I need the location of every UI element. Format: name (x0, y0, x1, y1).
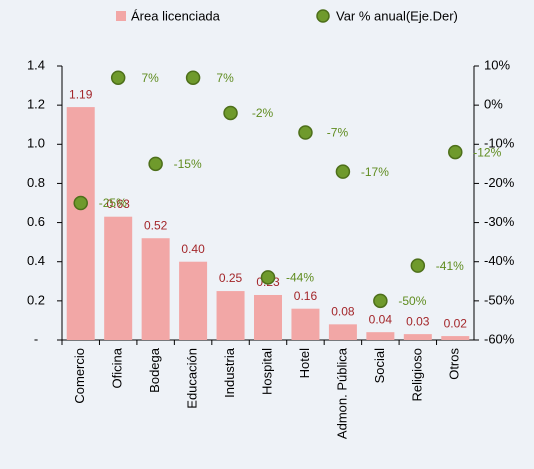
x-tick-label: Oficina (110, 347, 125, 388)
point-value-label: 7% (142, 71, 160, 85)
legend-label: Área licenciada (131, 8, 221, 23)
bar-value-label: 0.03 (406, 314, 430, 328)
scatter-point (148, 156, 163, 172)
x-tick-label: Otros (447, 348, 462, 380)
y2-tick-label: -60% (484, 331, 515, 346)
y2-tick-label: -10% (484, 136, 515, 151)
x-tick-label: Hospital (259, 348, 274, 395)
x-tick-label: Admon. Pública (334, 347, 349, 439)
y-tick-label: - (34, 331, 38, 346)
scatter-point (185, 70, 201, 85)
bar (403, 334, 432, 340)
x-tick-label: Bodega (147, 347, 162, 393)
scatter-point (260, 270, 276, 285)
y-tick-label: 0.6 (27, 214, 45, 229)
x-tick-label: Hotel (297, 348, 312, 378)
scatter-point (373, 293, 388, 309)
point-value-label: -17% (361, 165, 389, 179)
y2-tick-label: -20% (484, 175, 515, 190)
bar (291, 308, 320, 340)
bar (328, 324, 357, 340)
y-tick-label: 0.8 (27, 175, 45, 190)
bar-value-label: 0.25 (219, 271, 243, 285)
x-tick-label: Social (372, 348, 387, 384)
bar (441, 336, 470, 340)
scatter-point (73, 195, 88, 211)
y-tick-label: 1.2 (27, 97, 45, 112)
x-tick-label: Religioso (409, 348, 424, 401)
legend-swatch (116, 11, 126, 21)
bar-value-label: 0.16 (294, 289, 318, 303)
bar (366, 332, 395, 340)
bar-value-label: 0.40 (181, 242, 205, 256)
legend-label: Var % anual(Eje.Der) (336, 8, 458, 23)
scatter-point (335, 164, 351, 179)
y-tick-label: 0.4 (27, 253, 45, 268)
point-value-label: -7% (327, 126, 349, 140)
point-value-label: -12% (473, 145, 501, 159)
bar (216, 291, 245, 340)
scatter-point (110, 70, 126, 85)
point-value-label: -50% (398, 294, 426, 308)
bar (254, 294, 282, 340)
legend-swatch (316, 9, 330, 23)
bar (141, 238, 170, 340)
y2-tick-label: 10% (484, 57, 510, 72)
point-value-label: -44% (286, 271, 314, 285)
scatter-point (448, 144, 463, 160)
bar (66, 107, 95, 340)
y2-tick-label: -40% (484, 253, 515, 268)
point-value-label: 7% (216, 71, 234, 85)
point-value-label: -25% (99, 196, 127, 210)
point-value-label: -2% (252, 106, 274, 120)
y2-tick-label: -30% (484, 214, 515, 229)
y2-tick-label: 0% (484, 97, 503, 112)
x-tick-label: Comercio (72, 348, 87, 404)
scatter-point (223, 105, 238, 121)
y-tick-label: 1.4 (27, 57, 45, 72)
bar (179, 261, 208, 340)
y2-tick-label: -50% (484, 292, 515, 307)
x-tick-label: Educación (185, 348, 200, 409)
bar-value-label: 0.52 (144, 218, 168, 232)
scatter-point (298, 125, 313, 140)
y-tick-label: 1.0 (27, 136, 45, 151)
bar (104, 216, 133, 340)
bar-value-label: 1.19 (69, 87, 93, 101)
bar-value-label: 0.08 (331, 305, 355, 319)
bar-value-label: 0.63 (107, 197, 131, 211)
y-tick-label: 0.2 (27, 292, 45, 307)
bar-value-label: 0.04 (369, 312, 393, 326)
point-value-label: -15% (174, 157, 202, 171)
x-tick-label: Industria (222, 347, 237, 398)
point-value-label: -41% (436, 259, 464, 273)
bar-value-label: 0.02 (444, 316, 468, 330)
scatter-point (410, 258, 426, 273)
